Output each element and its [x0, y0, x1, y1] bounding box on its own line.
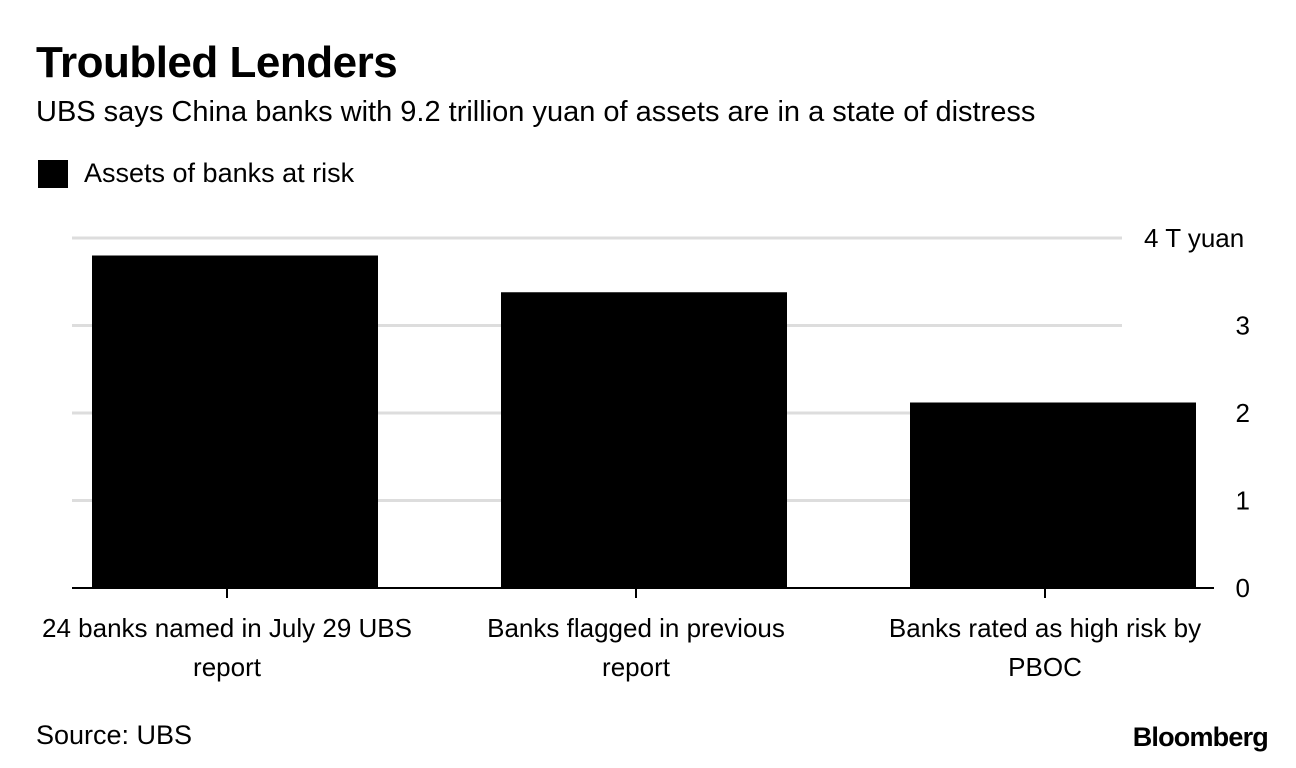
source-note: Source: UBS — [36, 720, 193, 750]
legend-label: Assets of banks at risk — [84, 158, 355, 188]
x-category-label-line: 24 banks named in July 29 UBS — [42, 613, 412, 643]
x-category-label-line: report — [193, 652, 262, 682]
x-category-label-line: report — [602, 652, 671, 682]
bar — [910, 402, 1196, 588]
x-category-label-line: PBOC — [1008, 652, 1082, 682]
legend: Assets of banks at risk — [38, 158, 354, 189]
y-tick-label: 0 — [1236, 573, 1250, 603]
y-tick-label: 4 T yuan — [1144, 223, 1244, 253]
bloomberg-logo: Bloomberg — [1132, 722, 1269, 752]
y-tick-label: 3 — [1236, 311, 1250, 341]
x-category-label-line: Banks rated as high risk by — [889, 613, 1201, 643]
y-tick-label: 2 — [1236, 398, 1250, 428]
x-category-label: Banks rated as high risk by PBOC — [889, 613, 1201, 682]
chart-subtitle: UBS says China banks with 9.2 trillion y… — [36, 96, 1036, 128]
x-category-label-line: Banks flagged in previous — [487, 613, 785, 643]
bar — [501, 292, 787, 588]
chart-title: Troubled Lenders — [36, 38, 398, 87]
y-tick-label: 1 — [1236, 486, 1250, 516]
x-category-label: Banks flagged in previous report — [487, 613, 785, 682]
x-category-label: 24 banks named in July 29 UBS report — [42, 613, 412, 682]
legend-swatch — [38, 159, 68, 188]
bar — [92, 255, 378, 588]
